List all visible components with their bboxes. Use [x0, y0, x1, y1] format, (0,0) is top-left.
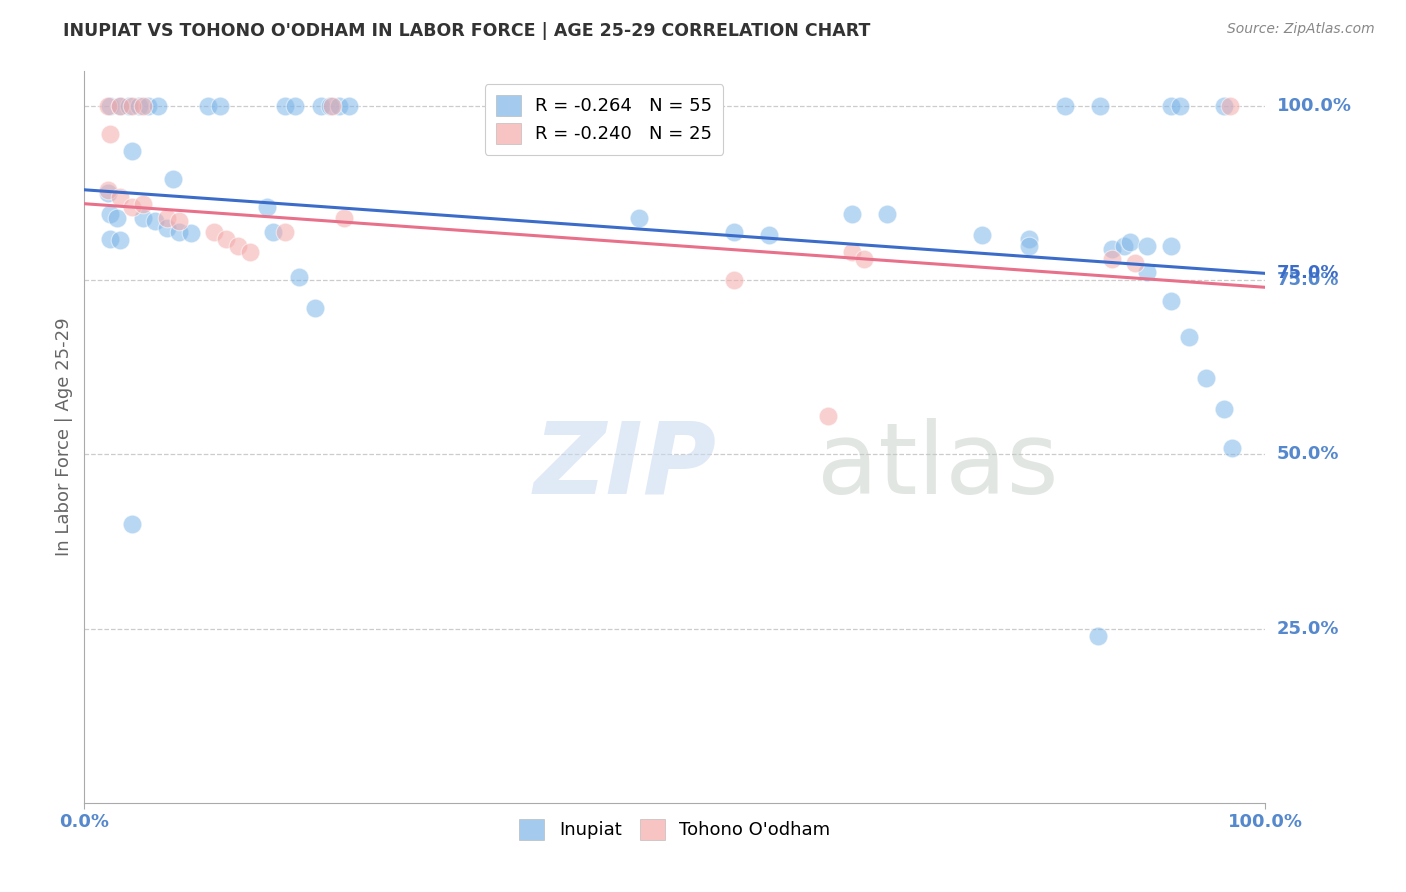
Text: 75.0%: 75.0% [1277, 264, 1339, 283]
Point [202, 225, 225, 239]
Point [841, 245, 863, 260]
Point [1087, 629, 1109, 643]
Point [162, 172, 184, 186]
Point [98, 231, 121, 245]
Point [132, 99, 155, 113]
Point [333, 211, 356, 225]
Point [226, 238, 249, 252]
Point [1160, 238, 1182, 252]
Point [97, 99, 120, 113]
Point [1088, 99, 1111, 113]
Point [1053, 99, 1076, 113]
Point [108, 99, 131, 113]
Point [98, 127, 121, 141]
Point [1220, 441, 1243, 455]
Point [723, 225, 745, 239]
Point [121, 99, 143, 113]
Point [108, 233, 131, 247]
Point [1177, 330, 1199, 344]
Point [121, 145, 143, 159]
Point [156, 221, 179, 235]
Text: 25.0%: 25.0% [1277, 620, 1339, 638]
Point [132, 196, 155, 211]
Point [817, 409, 839, 424]
Point [852, 252, 875, 267]
Text: 75.0%: 75.0% [1277, 271, 1339, 289]
Point [98, 99, 121, 113]
Point [1160, 294, 1182, 309]
Point [1213, 99, 1236, 113]
Point [97, 183, 120, 197]
Point [284, 99, 307, 113]
Point [107, 211, 129, 225]
Point [970, 228, 993, 243]
Point [288, 269, 311, 284]
Point [1160, 99, 1182, 113]
Point [1118, 235, 1140, 249]
Point [304, 301, 326, 316]
Point [136, 99, 159, 113]
Point [121, 517, 143, 532]
Point [1170, 99, 1192, 113]
Point [337, 99, 360, 113]
Point [1018, 238, 1040, 252]
Point [108, 99, 131, 113]
Point [209, 99, 232, 113]
Point [132, 211, 155, 225]
Point [1136, 265, 1159, 279]
Point [167, 225, 190, 239]
Text: 100.0%: 100.0% [1277, 97, 1351, 115]
Point [118, 99, 141, 113]
Point [1101, 242, 1123, 256]
Point [167, 214, 190, 228]
Point [197, 99, 219, 113]
Point [319, 99, 342, 113]
Point [1219, 99, 1241, 113]
Point [309, 99, 332, 113]
Text: atlas: atlas [817, 417, 1059, 515]
Point [628, 211, 651, 225]
Point [1101, 252, 1123, 267]
Point [256, 200, 278, 214]
Point [156, 211, 179, 225]
Point [180, 226, 202, 240]
Point [215, 231, 238, 245]
Legend: Inupiat, Tohono O'odham: Inupiat, Tohono O'odham [510, 810, 839, 848]
Text: 50.0%: 50.0% [1277, 445, 1339, 464]
Point [328, 99, 350, 113]
Point [1125, 256, 1147, 270]
Text: INUPIAT VS TOHONO O'ODHAM IN LABOR FORCE | AGE 25-29 CORRELATION CHART: INUPIAT VS TOHONO O'ODHAM IN LABOR FORCE… [63, 22, 870, 40]
Text: Source: ZipAtlas.com: Source: ZipAtlas.com [1227, 22, 1375, 37]
Point [274, 99, 297, 113]
Point [1136, 238, 1159, 252]
Point [321, 99, 343, 113]
Point [108, 190, 131, 204]
Point [97, 186, 120, 201]
Point [1018, 231, 1040, 245]
Point [723, 273, 745, 287]
Text: ZIP: ZIP [533, 417, 716, 515]
Point [841, 207, 863, 221]
Point [758, 228, 780, 243]
Point [876, 207, 898, 221]
Point [1213, 402, 1236, 417]
Point [143, 214, 166, 228]
Point [1112, 238, 1135, 252]
Point [1195, 371, 1218, 385]
Point [274, 225, 297, 239]
Point [98, 207, 121, 221]
Point [128, 99, 150, 113]
Point [262, 225, 284, 239]
Point [121, 200, 143, 214]
Point [146, 99, 169, 113]
Point [239, 245, 262, 260]
Y-axis label: In Labor Force | Age 25-29: In Labor Force | Age 25-29 [55, 318, 73, 557]
